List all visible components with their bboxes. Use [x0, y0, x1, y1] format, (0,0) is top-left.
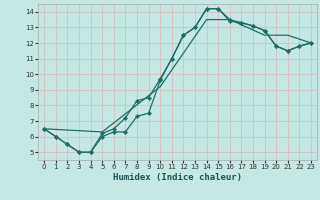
X-axis label: Humidex (Indice chaleur): Humidex (Indice chaleur) [113, 173, 242, 182]
